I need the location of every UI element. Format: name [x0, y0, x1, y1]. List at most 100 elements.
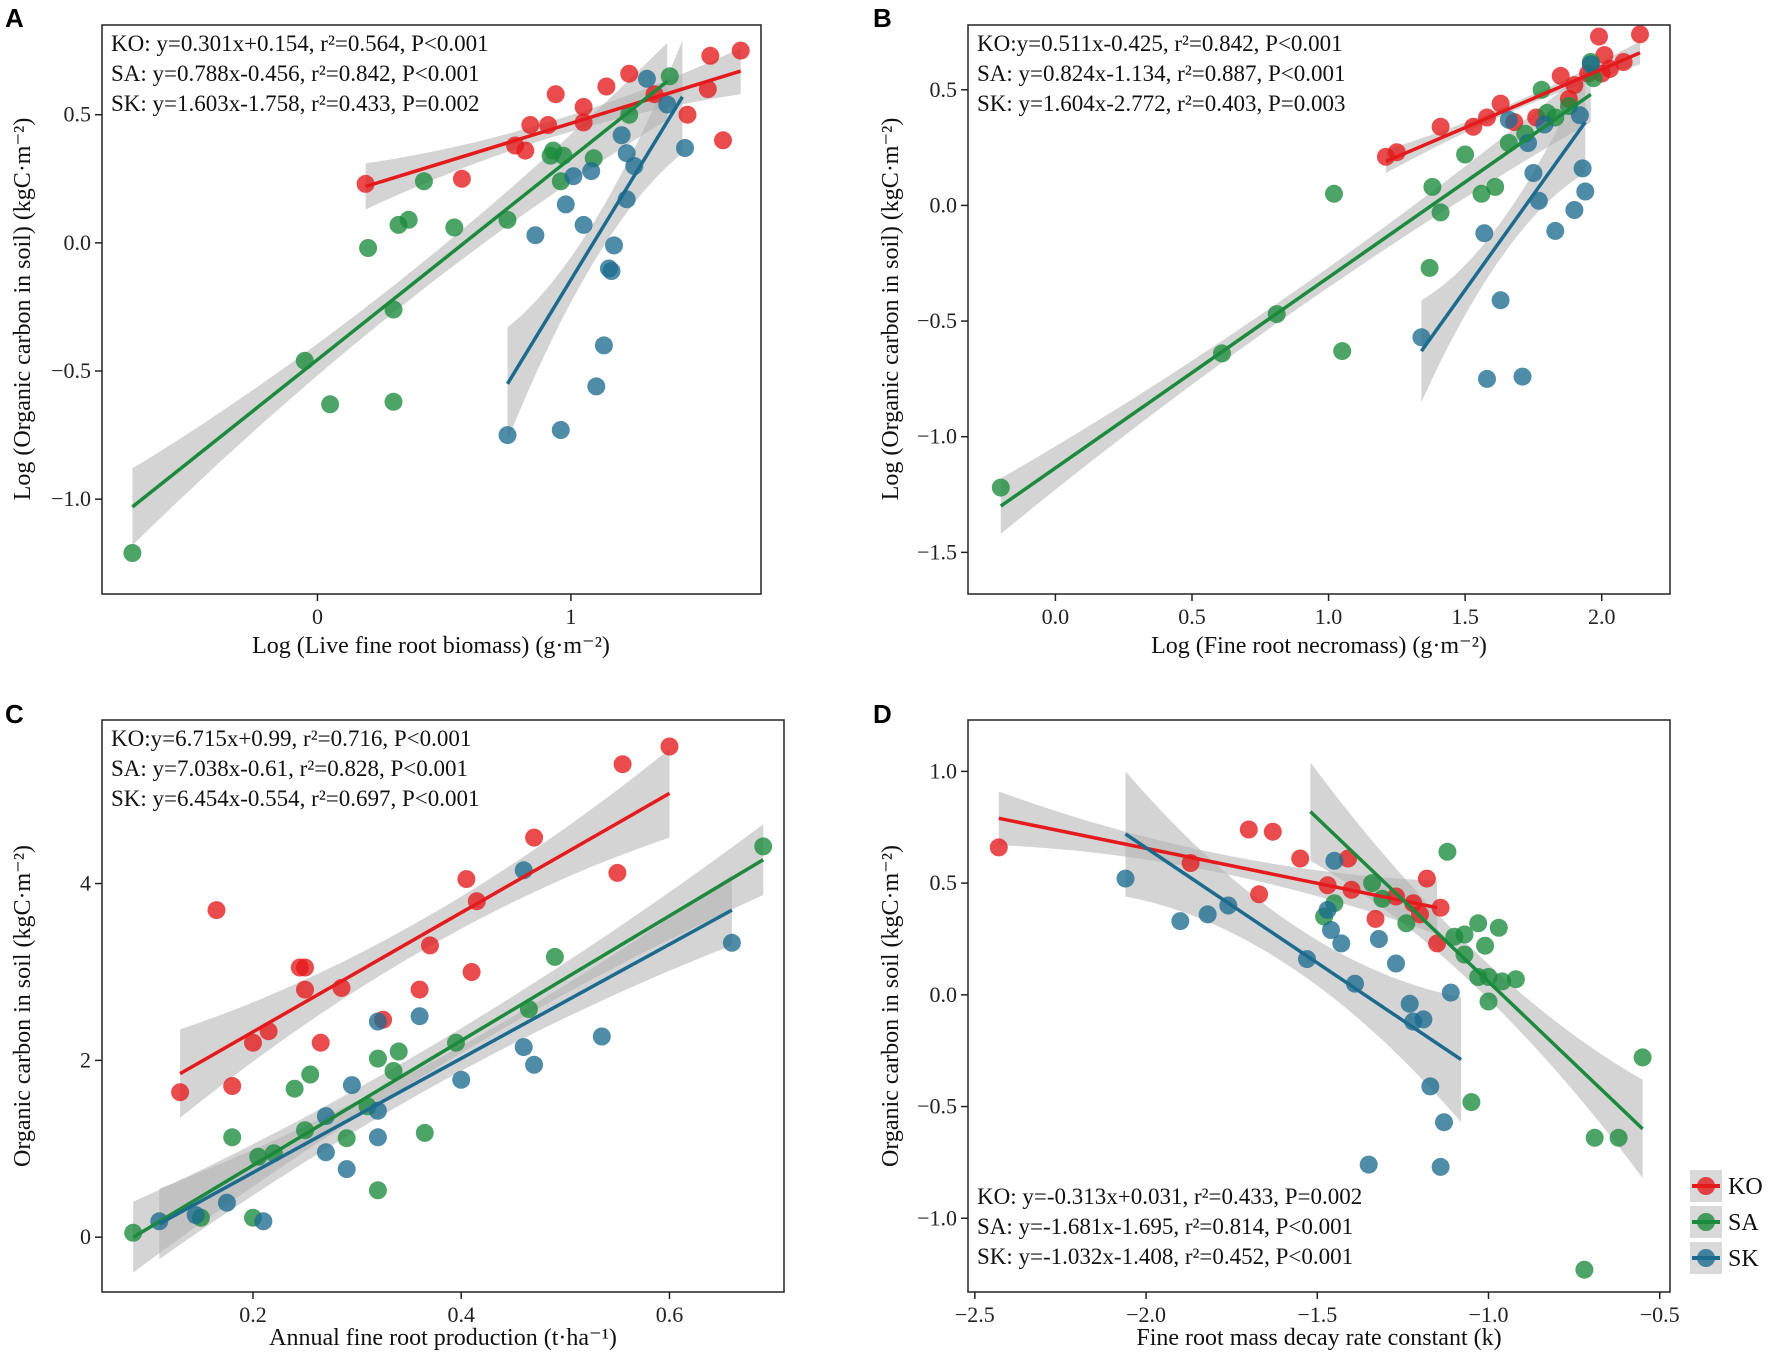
point-sa [321, 395, 340, 414]
point-ko [356, 174, 375, 193]
y-tick-label: 0 [80, 1224, 91, 1249]
y-ticks-C: 0 2 4 [80, 871, 102, 1249]
point-sa [285, 1079, 304, 1098]
point-sa [1363, 874, 1382, 893]
x-tick-label: 0.5 [1178, 604, 1206, 629]
point-sk [1529, 191, 1548, 210]
point-sk [594, 336, 613, 355]
point-ko [207, 901, 226, 920]
point-ko [1417, 869, 1436, 888]
point-ko [608, 863, 627, 882]
y-axis-label-C: Organic carbon in soil (kgC·m⁻²) [10, 845, 36, 1167]
point-sa [123, 544, 142, 562]
fit-line-ko [998, 816, 1438, 910]
x-axis-label-C: Annual fine root production (t·ha⁻¹) [269, 1325, 617, 1351]
legend-item-KO: KO [1690, 1170, 1763, 1202]
point-sk [1478, 369, 1496, 388]
y-ticks-D: −1.0 −0.5 0.0 0.5 1.0 [917, 758, 968, 1230]
point-ko [311, 1033, 330, 1052]
x-tick-label: 0.4 [447, 1302, 475, 1327]
panel-letter-A: A [5, 3, 24, 33]
y-axis-label-D: Organic carbon in soil (kgC·m⁻²) [878, 845, 904, 1167]
x-tick-label: −2.5 [955, 1302, 995, 1327]
point-sa [1479, 968, 1498, 986]
x-axis-label-D: Fine root mass decay rate constant (k) [1136, 1325, 1501, 1351]
point-ko [597, 77, 616, 96]
point-sk [564, 167, 583, 186]
point-sa [301, 1065, 320, 1084]
panel-letter-C: C [5, 699, 24, 729]
point-sk [217, 1193, 236, 1212]
point-sk [1369, 930, 1388, 948]
point-sa [991, 478, 1010, 497]
point-sk [602, 262, 621, 281]
point-ko [462, 963, 481, 981]
point-sk [1519, 134, 1537, 152]
equation-SA-D: SA: y=-1.681x-1.695, r²=0.814, P<0.001 [977, 1214, 1353, 1239]
point-sk [368, 1128, 387, 1147]
point-sa [1325, 184, 1343, 203]
point-ko [171, 1083, 190, 1102]
point-sa [368, 1049, 387, 1068]
point-sa [296, 1121, 314, 1140]
point-sa [1506, 970, 1525, 989]
point-sk [551, 421, 570, 439]
point-ko [525, 828, 544, 847]
y-tick-label: 0.0 [64, 230, 92, 255]
point-ko [516, 141, 535, 160]
point-sa [1431, 203, 1450, 222]
point-sk [1414, 1010, 1433, 1029]
point-ko [1291, 849, 1310, 868]
point-ko [698, 80, 717, 99]
x-tick-label: 0.2 [239, 1302, 267, 1327]
fit-line-ko [1385, 51, 1641, 164]
point-sa [1479, 992, 1498, 1011]
plot-area-C [124, 737, 773, 1273]
point-sa [754, 837, 773, 856]
y-tick-label: 0.0 [930, 192, 958, 217]
plot-frame-A [101, 24, 762, 595]
y-tick-label: 4 [80, 871, 91, 896]
point-ko [1431, 117, 1450, 136]
x-tick-label: 0.0 [1042, 604, 1070, 629]
point-sa [1438, 842, 1457, 861]
point-sa [1575, 1260, 1594, 1279]
point-ko [296, 980, 314, 999]
point-sk [1359, 1155, 1378, 1174]
y-tick-label: 0.0 [930, 982, 958, 1007]
y-tick-label: 0.5 [930, 77, 958, 102]
equations-B: KO:y=0.511x-0.425, r²=0.842, P<0.001 SA:… [977, 31, 1345, 116]
equation-SK-A: SK: y=1.603x-1.758, r²=0.433, P=0.002 [111, 91, 479, 116]
point-ko [574, 98, 593, 116]
equation-SA-B: SA: y=0.824x-1.134, r²=0.887, P<0.001 [977, 61, 1345, 86]
y-tick-label: −0.5 [917, 1094, 957, 1119]
point-sk [525, 1055, 544, 1074]
x-tick-label: 1.0 [1315, 604, 1343, 629]
point-sk [1581, 55, 1600, 74]
point-ko [1239, 820, 1258, 839]
point-ko [1431, 898, 1450, 917]
point-ko [421, 936, 439, 955]
point-sk [1400, 994, 1419, 1013]
y-tick-label: −1.0 [51, 486, 91, 511]
point-sk [722, 933, 741, 952]
point-ko [989, 838, 1008, 857]
point-sk [1116, 869, 1135, 888]
point-sa [1469, 914, 1488, 933]
point-sa [384, 392, 403, 411]
equation-KO-B: KO:y=0.511x-0.425, r²=0.842, P<0.001 [977, 31, 1343, 56]
point-sk [1171, 912, 1190, 931]
point-sa [1455, 925, 1474, 944]
point-sk [1421, 1077, 1440, 1096]
fit-line-sk [158, 908, 733, 1226]
point-sa [1472, 184, 1491, 203]
equation-SA-A: SA: y=0.788x-0.456, r²=0.842, P<0.001 [111, 61, 479, 86]
point-sk [1387, 954, 1405, 973]
x-tick-label: −1.5 [1297, 1302, 1337, 1327]
point-sk [556, 195, 575, 214]
equation-KO-D: KO: y=-0.313x+0.031, r²=0.433, P=0.002 [977, 1184, 1362, 1209]
point-sk [1412, 328, 1431, 347]
x-ticks-D: −2.5 −2.0 −1.5 −1.0 −0.5 [955, 1292, 1680, 1327]
point-sa [1462, 1093, 1481, 1112]
x-tick-label: 1 [565, 604, 576, 629]
